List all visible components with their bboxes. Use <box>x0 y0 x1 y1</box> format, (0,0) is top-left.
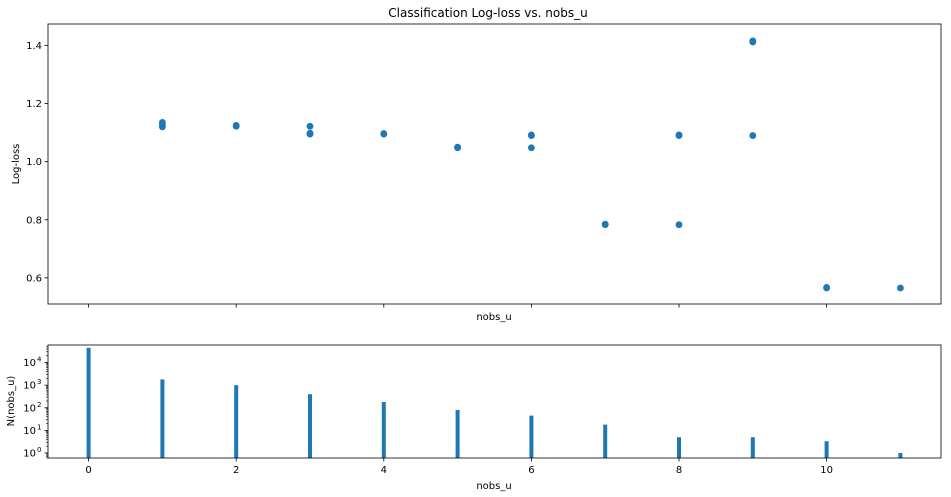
bar <box>529 415 534 458</box>
scatter-point <box>823 284 831 291</box>
scatter-y-ticks: 0.6 0.8 1.0 1.2 1.4 <box>26 41 48 284</box>
bar-x-ticks: 0 2 4 6 8 10 <box>85 458 833 476</box>
bar <box>160 379 165 458</box>
bar-y-tick-label: 10 <box>23 403 36 414</box>
scatter-title: Classification Log-loss vs. nobs_u <box>388 6 587 20</box>
bar <box>603 424 608 458</box>
scatter-point <box>749 132 757 139</box>
bar <box>234 385 239 458</box>
bar <box>824 441 829 458</box>
scatter-y-tick-label: 0.6 <box>26 273 42 284</box>
bar <box>750 437 755 458</box>
bar-y-axis-label: N(nobs_u) <box>6 376 17 427</box>
bar-x-tick-label: 2 <box>233 465 239 476</box>
bar-y-tick-exponent: 0 <box>37 446 41 454</box>
bar-y-tick-exponent: 3 <box>37 378 41 386</box>
scatter-x-ticks <box>88 304 828 308</box>
scatter-point <box>897 284 904 292</box>
bar <box>86 347 91 458</box>
scatter-point <box>380 130 388 137</box>
scatter-point <box>528 131 535 139</box>
bar-x-tick-label: 8 <box>676 465 682 476</box>
scatter-points <box>158 37 904 292</box>
bar-x-tick-label: 4 <box>381 465 387 476</box>
bar-y-tick-exponent: 2 <box>37 401 41 409</box>
bar-y-tick-label: 10 <box>23 448 36 459</box>
bar-y-tick-exponent: 1 <box>37 423 41 431</box>
scatter-point <box>306 129 314 137</box>
scatter-y-tick-label: 1.4 <box>26 41 42 52</box>
bar-series <box>86 347 903 458</box>
bar-x-tick-label: 6 <box>528 465 534 476</box>
scatter-point <box>675 221 683 229</box>
scatter-point <box>232 121 240 129</box>
scatter-y-axis-label: Log-loss <box>11 144 22 185</box>
scatter-point <box>158 123 166 131</box>
scatter-point <box>601 220 609 228</box>
scatter-panel: Classification Log-loss vs. nobs_u 0.60.… <box>11 6 942 323</box>
scatter-point <box>454 143 461 151</box>
bar-y-tick-exponent: 4 <box>37 356 42 364</box>
bar-x-axis-label: nobs_u <box>476 481 511 492</box>
scatter-x-axis-label: nobs_u <box>476 312 511 323</box>
bar-x-tick-label: 10 <box>820 465 833 476</box>
scatter-point <box>306 122 314 130</box>
bar-y-tick-label: 10 <box>23 381 36 392</box>
scatter-plot-frame <box>47 23 942 305</box>
bar-x-tick-label: 0 <box>85 465 91 476</box>
bar <box>455 409 460 458</box>
scatter-point <box>528 144 535 152</box>
bar <box>381 402 386 458</box>
bar <box>308 394 312 458</box>
bar <box>898 452 903 458</box>
bar-y-tick-label: 10 <box>23 358 36 369</box>
scatter-point <box>675 131 683 139</box>
bar-plot-frame <box>47 344 942 459</box>
scatter-y-tick-label: 1.2 <box>26 99 42 110</box>
scatter-y-tick-label: 1.0 <box>26 157 42 168</box>
scatter-y-tick-label: 0.8 <box>26 215 42 226</box>
bar <box>677 437 681 458</box>
scatter-point <box>749 37 757 45</box>
bar-y-tick-label: 10 <box>23 426 36 437</box>
